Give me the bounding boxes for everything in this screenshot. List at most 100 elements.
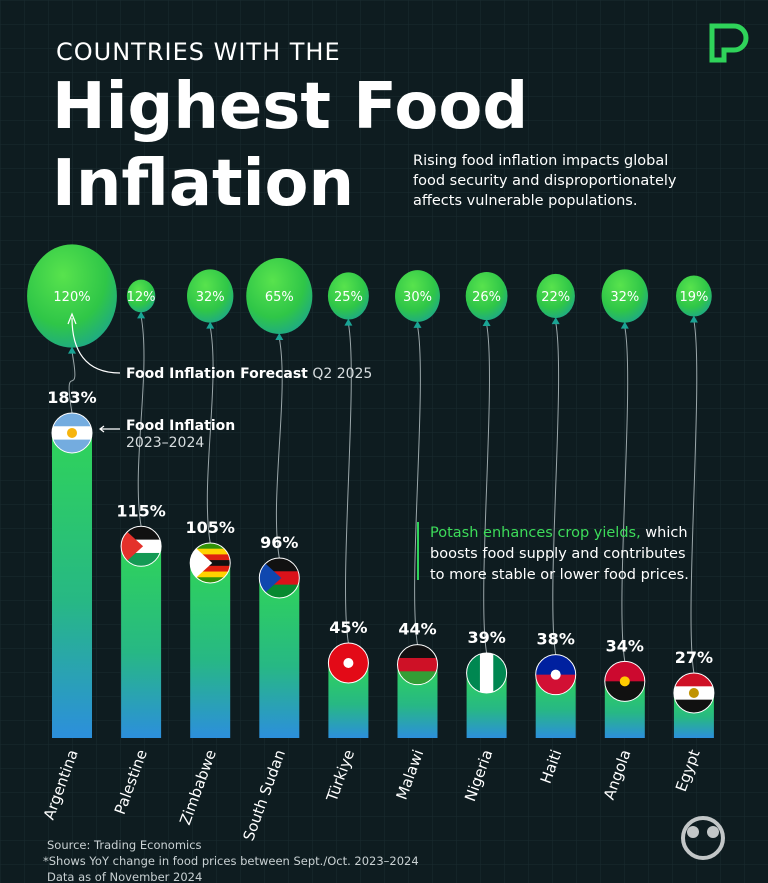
flag bbox=[190, 542, 231, 583]
forecast-label: 22% bbox=[541, 290, 570, 305]
flag-ring bbox=[535, 654, 577, 696]
forecast-label: 120% bbox=[53, 290, 90, 305]
balloon-knot bbox=[275, 333, 284, 341]
flag-stripe bbox=[190, 571, 231, 578]
flag-stripe bbox=[190, 548, 231, 555]
flag-stripe bbox=[397, 644, 438, 659]
forecast-label: 26% bbox=[472, 290, 501, 305]
note: Potash enhances crop yields, which bbox=[430, 525, 688, 541]
subtitle: Rising food inflation impacts global bbox=[413, 153, 668, 169]
value-label: 105% bbox=[185, 518, 234, 537]
bar bbox=[259, 577, 300, 738]
value-label: 96% bbox=[260, 533, 298, 552]
flag-ring bbox=[258, 557, 300, 599]
balloon bbox=[536, 273, 575, 319]
flag-stripe bbox=[397, 657, 438, 672]
flag-ring bbox=[397, 644, 438, 686]
flag-emblem bbox=[688, 687, 699, 698]
flag-ring bbox=[327, 642, 369, 684]
flag bbox=[604, 661, 645, 702]
balloon-knot bbox=[206, 321, 215, 329]
flag bbox=[535, 654, 576, 695]
forecast-label: 65% bbox=[265, 290, 294, 305]
flag-stripe bbox=[190, 554, 231, 561]
balloon bbox=[601, 269, 648, 323]
flag bbox=[121, 526, 162, 567]
flag-stripe bbox=[673, 672, 714, 687]
annotation-arrow bbox=[99, 425, 120, 433]
value-label: 38% bbox=[537, 630, 575, 649]
subtitle: food security and disproportionately bbox=[413, 173, 677, 189]
source: Source: Trading Economics bbox=[47, 838, 202, 852]
forecast-label: 12% bbox=[127, 290, 156, 305]
flag-stripe bbox=[535, 674, 576, 695]
brand-icon bbox=[681, 816, 725, 860]
balloon-string bbox=[206, 326, 214, 544]
flag-stripe bbox=[190, 577, 231, 583]
value-label: 183% bbox=[47, 388, 96, 407]
subtitle: affects vulnerable populations. bbox=[413, 193, 637, 209]
value-label: 44% bbox=[398, 620, 436, 639]
flag bbox=[52, 412, 92, 453]
balloon-string bbox=[621, 326, 629, 662]
balloon-knot bbox=[482, 319, 491, 327]
kicker: COUNTRIES WITH THE bbox=[56, 38, 341, 66]
logo bbox=[709, 23, 749, 63]
balloon bbox=[327, 272, 369, 320]
balloon bbox=[395, 270, 440, 322]
balloon bbox=[246, 257, 313, 335]
balloon bbox=[676, 275, 712, 317]
balloon bbox=[27, 244, 117, 348]
inflation-label: Food Inflation bbox=[126, 418, 235, 434]
flag-ring bbox=[604, 660, 646, 702]
forecast-label: Food Inflation Forecast bbox=[126, 366, 308, 382]
flag-stripe bbox=[190, 542, 231, 550]
balloon-string bbox=[68, 351, 76, 414]
bar bbox=[121, 546, 162, 738]
balloon-knot bbox=[68, 346, 76, 354]
flag-ring bbox=[51, 412, 93, 454]
note-highlight: Potash enhances crop yields, bbox=[430, 525, 641, 541]
note-text: boosts food supply and contributes bbox=[430, 546, 686, 562]
flag-triangle bbox=[121, 526, 144, 567]
flag-stripe bbox=[190, 565, 231, 573]
flag-stripe bbox=[535, 654, 576, 676]
forecast-label: 30% bbox=[403, 290, 432, 305]
flag-ring bbox=[120, 525, 162, 567]
flag-emblem bbox=[550, 669, 561, 680]
data-date: Data as of November 2024 bbox=[47, 870, 202, 883]
flag-triangle bbox=[190, 542, 213, 583]
flag bbox=[259, 557, 300, 598]
title: Highest Food bbox=[52, 70, 528, 144]
bar bbox=[52, 432, 92, 738]
forecast-annotation: Food Inflation Forecast Q2 2025 bbox=[126, 366, 372, 382]
flag-stripe bbox=[397, 671, 438, 685]
flag-stripe bbox=[673, 699, 714, 713]
footnote: *Shows YoY change in food prices between… bbox=[43, 854, 419, 868]
balloon bbox=[126, 279, 156, 313]
flag bbox=[466, 652, 507, 693]
balloon bbox=[187, 269, 234, 323]
forecast-label: 32% bbox=[196, 290, 225, 305]
balloon-knot bbox=[689, 315, 698, 323]
value-label: 34% bbox=[606, 636, 644, 655]
balloon bbox=[465, 271, 508, 321]
flag-emblem bbox=[67, 427, 77, 438]
arrowhead bbox=[67, 312, 77, 325]
forecast-period: Q2 2025 bbox=[312, 366, 372, 382]
flag-stripe bbox=[52, 439, 92, 453]
value-label: 27% bbox=[675, 648, 713, 667]
flag bbox=[673, 672, 714, 713]
balloon-string bbox=[137, 316, 145, 527]
value-label: 39% bbox=[467, 628, 505, 647]
balloon-knot bbox=[344, 318, 353, 326]
forecast-label: 19% bbox=[679, 290, 708, 305]
balloon-string bbox=[483, 323, 490, 654]
balloon-string bbox=[690, 320, 698, 674]
flag-stripe bbox=[604, 681, 645, 702]
balloon-knot bbox=[620, 321, 629, 329]
flag-stripe bbox=[604, 661, 645, 682]
flag-ring bbox=[673, 672, 715, 714]
bar bbox=[190, 562, 231, 738]
